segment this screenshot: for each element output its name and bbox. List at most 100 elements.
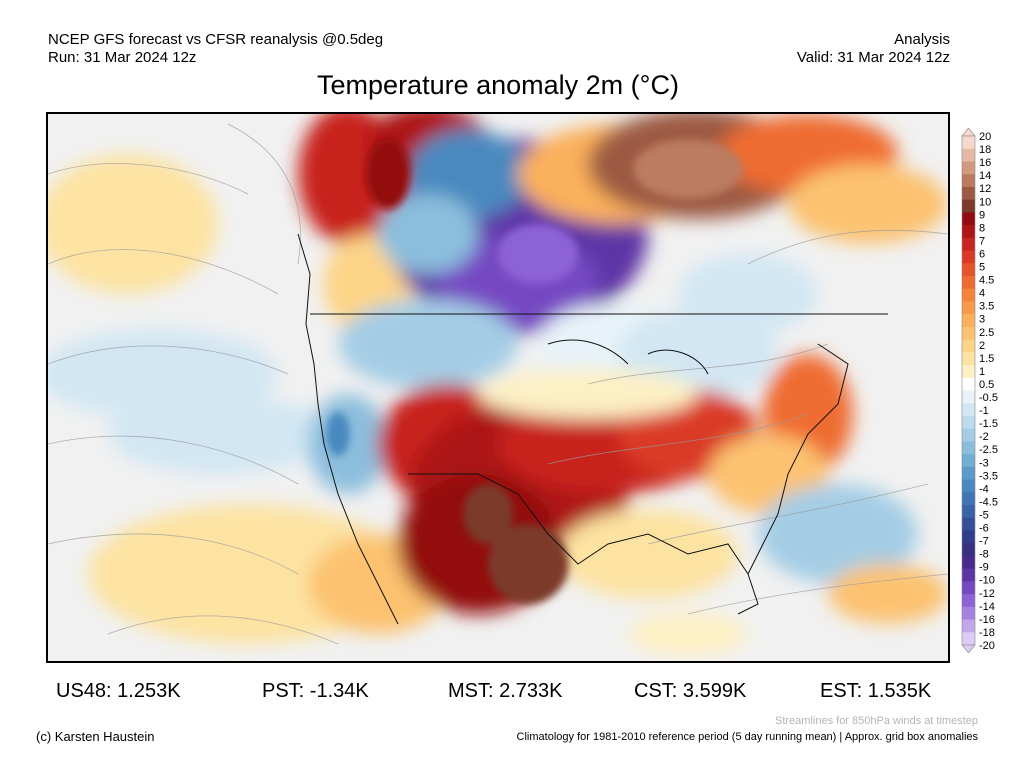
map-title: Temperature anomaly 2m (°C) — [317, 70, 679, 100]
header-left: NCEP GFS forecast vs CFSR reanalysis @0.… — [48, 31, 383, 67]
colorbar-swatch — [962, 301, 975, 315]
colorbar-tick-label: -7 — [979, 536, 989, 548]
model-description: NCEP GFS forecast vs CFSR reanalysis @0.… — [48, 31, 384, 48]
colorbar-swatch — [962, 263, 975, 277]
colorbar-tick-label: 12 — [979, 183, 991, 195]
colorbar-tick-label: -10 — [979, 575, 995, 587]
colorbar-swatch — [962, 606, 975, 621]
stat-pst: PST: -1.34K — [262, 680, 369, 702]
colorbar-tick-label: -3.5 — [979, 470, 998, 482]
climatology-note: Climatology for 1981-2010 reference peri… — [516, 731, 978, 743]
colorbar-swatch — [962, 250, 975, 264]
colorbar-tick-label: 3 — [979, 314, 985, 326]
colorbar-swatch — [962, 161, 975, 175]
valid-time: Valid: 31 Mar 2024 12z — [796, 49, 950, 66]
colorbar-tick-label: 18 — [979, 144, 991, 156]
colorbar-swatch — [962, 555, 975, 570]
colorbar-swatch — [962, 594, 975, 608]
colorbar-swatch — [962, 352, 975, 366]
temperature-anomaly-map — [46, 112, 950, 663]
colorbar-swatch — [962, 530, 975, 544]
colorbar-swatch — [962, 174, 975, 188]
colorbar-swatch — [962, 314, 975, 328]
colorbar-tick-label: -1 — [979, 405, 989, 417]
colorbar-swatch — [962, 632, 975, 646]
colorbar-swatch — [962, 148, 975, 162]
colorbar-tick-label: -8 — [979, 549, 989, 561]
colorbar-tick-label: -18 — [979, 627, 995, 639]
colorbar-tick-label: -9 — [979, 562, 989, 574]
colorbar-tick-label: -0.5 — [979, 392, 998, 404]
colorbar-tick-label: 8 — [979, 222, 985, 234]
colorbar-tick-label: 0.5 — [979, 379, 994, 391]
regional-stats: US48: 1.253K PST: -1.34K MST: 2.733K CST… — [0, 680, 1024, 706]
colorbar-tick-label: -4.5 — [979, 496, 998, 508]
colorbar-swatch — [962, 377, 975, 391]
colorbar-swatch — [962, 326, 975, 341]
colorbar-tick-label: -3 — [979, 457, 989, 469]
copyright: (c) Karsten Haustein — [36, 729, 155, 744]
colorbar-tick-label: -2 — [979, 431, 989, 443]
colorbar-tick-label: 7 — [979, 235, 985, 247]
colorbar-tick-label: 1.5 — [979, 353, 994, 365]
colorbar-tick-label: 4 — [979, 288, 985, 300]
colorbar-swatch — [962, 492, 975, 506]
colorbar-swatch — [962, 454, 975, 468]
colorbar-swatch — [962, 136, 975, 150]
colorbar-tick-label: -20 — [979, 640, 995, 652]
coastlines-and-borders — [297, 233, 888, 625]
colorbar-swatch — [962, 441, 975, 455]
colorbar-swatch — [962, 619, 975, 633]
colorbar-swatch — [962, 275, 975, 290]
colorbar-swatch — [962, 199, 975, 213]
stat-mst: MST: 2.733K — [448, 680, 563, 702]
streamline-note: Streamlines for 850hPa winds at timestep — [775, 715, 978, 727]
colorbar-tick-label: 5 — [979, 262, 985, 274]
colorbar-swatch — [962, 466, 975, 481]
colorbar-tick-label: 20 — [979, 131, 991, 143]
analysis-label: Analysis — [894, 31, 950, 48]
colorbar-tick-label: 3.5 — [979, 301, 994, 313]
colorbar-tick-label: -2.5 — [979, 444, 998, 456]
colorbar-swatch — [962, 365, 975, 379]
colorbar-swatch — [962, 225, 975, 239]
colorbar-tick-label: -6 — [979, 523, 989, 535]
colorbar-tick-label: 2.5 — [979, 327, 994, 339]
colorbar-swatch — [962, 543, 975, 557]
colorbar-swatch — [962, 415, 975, 430]
colorbar-tick-label: -16 — [979, 614, 995, 626]
colorbar-swatch — [962, 479, 975, 493]
colorbar-tick-label: 10 — [979, 196, 991, 208]
colorbar-swatch — [962, 428, 975, 442]
colorbar-bottom-arrow — [961, 644, 976, 654]
colorbar-tick-label: -12 — [979, 588, 995, 600]
colorbar-swatch — [962, 212, 975, 226]
colorbar-tick-label: 4.5 — [979, 275, 994, 287]
colorbar-tick-label: 9 — [979, 209, 985, 221]
stat-us48: US48: 1.253K — [56, 680, 181, 702]
stat-est: EST: 1.535K — [820, 680, 932, 702]
colorbar-swatch — [962, 339, 975, 353]
colorbar-tick-label: -1.5 — [979, 418, 998, 430]
colorbar-swatch — [962, 288, 975, 302]
colorbar-legend: 20 18 16 14 12 10 9 8 7 6 5 4.5 4 3.5 3 2.5 2 1.5 1 0.5 -0.5… — [958, 127, 1024, 654]
wind-streamlines — [48, 123, 948, 645]
run-time: Run: 31 Mar 2024 12z — [48, 49, 197, 66]
colorbar-tick-label: 1 — [979, 366, 985, 378]
colorbar-swatch — [962, 581, 975, 595]
colorbar-swatch — [962, 237, 975, 252]
colorbar-tick-label: -14 — [979, 601, 995, 613]
colorbar-top-arrow — [961, 127, 976, 137]
stat-cst: CST: 3.599K — [634, 680, 747, 702]
colorbar-swatch — [962, 390, 975, 404]
colorbar-tick-label: 14 — [979, 170, 991, 182]
colorbar-tick-label: 2 — [979, 340, 985, 352]
colorbar-tick-label: -5 — [979, 509, 989, 521]
colorbar-swatch — [962, 505, 975, 519]
colorbar-swatch — [962, 517, 975, 531]
colorbar-tick-label: -4 — [979, 483, 989, 495]
colorbar-tick-label: 6 — [979, 248, 985, 260]
colorbar-tick-label: 16 — [979, 157, 991, 169]
anomaly-highlights — [326, 139, 743, 604]
colorbar-swatch — [962, 186, 975, 201]
